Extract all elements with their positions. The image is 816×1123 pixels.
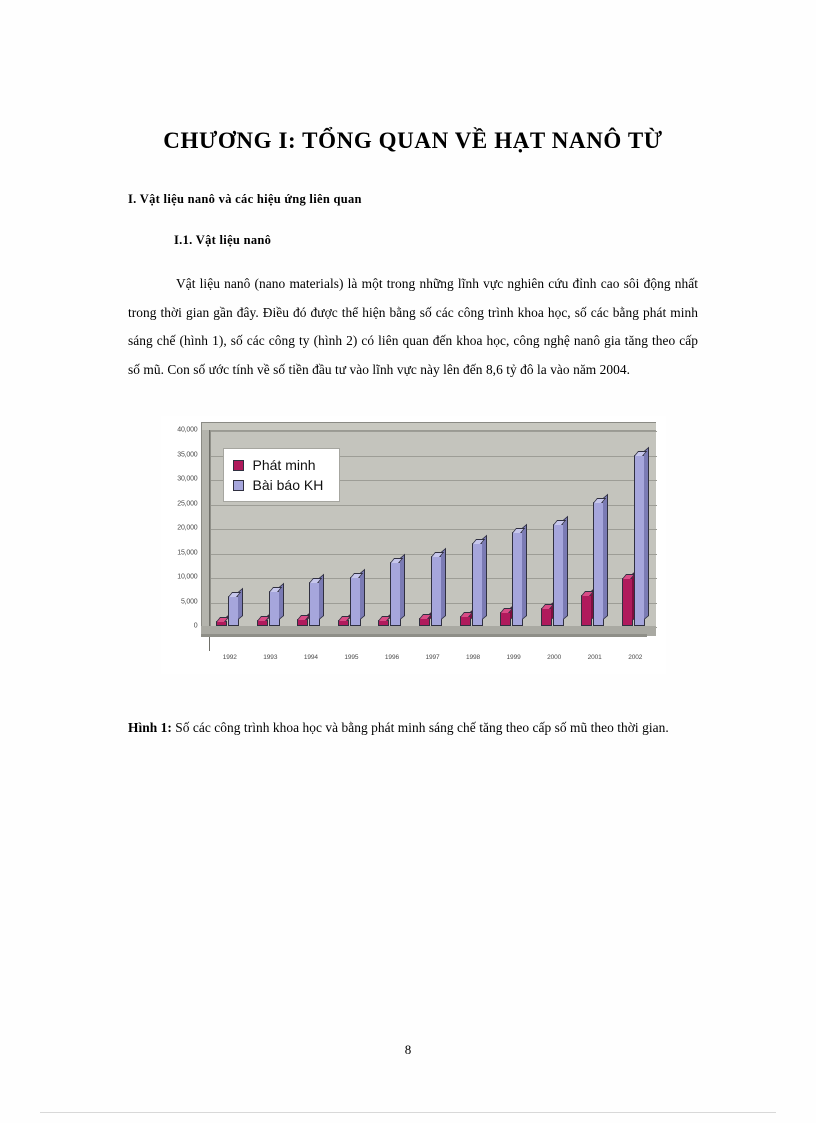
bar-bài-báo-kh-1998 xyxy=(471,535,487,626)
x-axis-tick-label: 1999 xyxy=(506,654,521,661)
bar-side-face xyxy=(359,568,365,620)
plot-floor xyxy=(200,626,656,636)
footer-divider xyxy=(40,1112,776,1113)
x-axis-tick-label: 1998 xyxy=(466,654,481,661)
x-axis-tick-label: 2000 xyxy=(547,654,562,661)
y-axis-line xyxy=(208,430,210,651)
page-title: CHƯƠNG I: TỔNG QUAN VỀ HẠT NANÔ TỪ xyxy=(163,128,663,153)
y-axis-tick-label: 35,000 xyxy=(177,451,198,458)
bar-bài-báo-kh-1995 xyxy=(349,568,365,626)
x-axis-tick-label: 2001 xyxy=(587,654,602,661)
gridline xyxy=(210,480,657,481)
bar-side-face xyxy=(643,447,649,620)
page-content: CHƯƠNG I: TỔNG QUAN VỀ HẠT NANÔ TỪ I. Vậ… xyxy=(128,0,698,756)
bar-phát-minh-2000 xyxy=(540,599,556,626)
bar-side-face xyxy=(319,573,325,620)
y-axis-tick-label: 40,000 xyxy=(177,426,198,434)
page-number: 8 xyxy=(404,1042,412,1057)
bar-phát-minh-1998 xyxy=(459,607,475,626)
bar-bài-báo-kh-1997 xyxy=(431,547,446,626)
bar-bài-báo-kh-2001 xyxy=(593,493,609,626)
y-axis-tick-label: 15,000 xyxy=(177,549,198,556)
legend-item-patents: Phát minh xyxy=(232,455,324,475)
bar-bài-báo-kh-1994 xyxy=(309,573,325,626)
bar-bài-báo-kh-2000 xyxy=(552,515,568,626)
bar-phát-minh-1995 xyxy=(337,611,353,626)
x-axis-tick-label: 1997 xyxy=(425,654,440,661)
gridline xyxy=(210,504,657,506)
x-axis-tick-label: 1995 xyxy=(344,654,359,661)
bar-side-face xyxy=(481,535,487,620)
legend-item-papers: Bài báo KH xyxy=(232,475,324,495)
bar-bài-báo-kh-1992 xyxy=(228,587,244,626)
figure-caption-label: Hình 1: xyxy=(128,720,172,735)
subsection-heading: I.1. Vật liệu nanô xyxy=(174,233,272,247)
bar-side-face xyxy=(562,515,568,620)
x-axis-tick-label: 1993 xyxy=(263,654,278,661)
bar-bài-báo-kh-1996 xyxy=(390,553,406,626)
body-paragraph: Vật liệu nanô (nano materials) là một tr… xyxy=(128,276,698,377)
section-heading: I. Vật liệu nanô và các hiệu ứng liên qu… xyxy=(128,192,362,206)
plot-top-face xyxy=(200,422,656,430)
x-axis-labels: 1992 1993 1994 1995 1996 1997 1998 1999 2000 2001… xyxy=(201,654,656,670)
gridline xyxy=(210,529,657,530)
bar-side-face xyxy=(522,523,528,620)
bar-bài-báo-kh-2002 xyxy=(633,447,649,626)
plot-area xyxy=(200,422,657,651)
y-axis-tick-label: 0 xyxy=(193,622,198,630)
bar-bài-báo-kh-1999 xyxy=(512,523,528,626)
figure-caption-text: Số các công trình khoa học và bằng phát … xyxy=(171,720,669,735)
bar-side-face xyxy=(603,493,609,620)
x-axis-tick-label: 1996 xyxy=(384,654,399,661)
y-axis-tick-label: 5,000 xyxy=(180,598,198,605)
figure-caption: Hình 1: Số các công trình khoa học và bằ… xyxy=(128,714,698,743)
legend-swatch-icon-papers xyxy=(232,479,244,491)
x-axis-tick-label: 1992 xyxy=(222,654,237,661)
bar-phát-minh-1999 xyxy=(500,603,516,626)
legend-label-patents: Phát minh xyxy=(252,457,316,473)
y-axis-tick-label: 10,000 xyxy=(177,573,198,581)
bar-phát-minh-1993 xyxy=(256,611,272,626)
bar-bài-báo-kh-1993 xyxy=(268,583,284,626)
bar-phát-minh-1997 xyxy=(419,609,434,626)
x-axis-tick-label: 1994 xyxy=(303,654,318,661)
bar-phát-minh-2001 xyxy=(581,586,597,626)
bars-layer xyxy=(210,430,656,626)
chart-legend: Phát minh Bài báo KH xyxy=(222,448,341,502)
bar-phát-minh-2002 xyxy=(621,569,637,626)
bar-phát-minh-1994 xyxy=(297,610,313,626)
x-axis-tick-label: 2002 xyxy=(628,654,643,661)
gridline xyxy=(210,455,657,457)
plot-floor-front xyxy=(200,634,647,637)
legend-swatch-icon-patents xyxy=(232,459,244,471)
y-axis-labels: 0 5,000 10,000 15,000 20,000 25,000 30,000 35,0… xyxy=(161,416,201,651)
plot-side-wall xyxy=(200,430,210,634)
y-axis-tick-label: 20,000 xyxy=(177,524,198,532)
y-axis-tick-label: 30,000 xyxy=(177,475,198,483)
bar-side-face xyxy=(441,547,446,620)
gridline xyxy=(210,431,657,432)
figure-1: 0 5,000 10,000 15,000 20,000 25,000 30,000 35,0… xyxy=(128,416,698,674)
bar-chart: 0 5,000 10,000 15,000 20,000 25,000 30,000 35,0… xyxy=(160,416,666,674)
legend-label-papers: Bài báo KH xyxy=(252,477,324,493)
bar-side-face xyxy=(400,553,406,620)
bar-phát-minh-1992 xyxy=(216,612,232,626)
bar-phát-minh-1996 xyxy=(378,611,394,626)
y-axis-tick-label: 25,000 xyxy=(177,500,198,507)
